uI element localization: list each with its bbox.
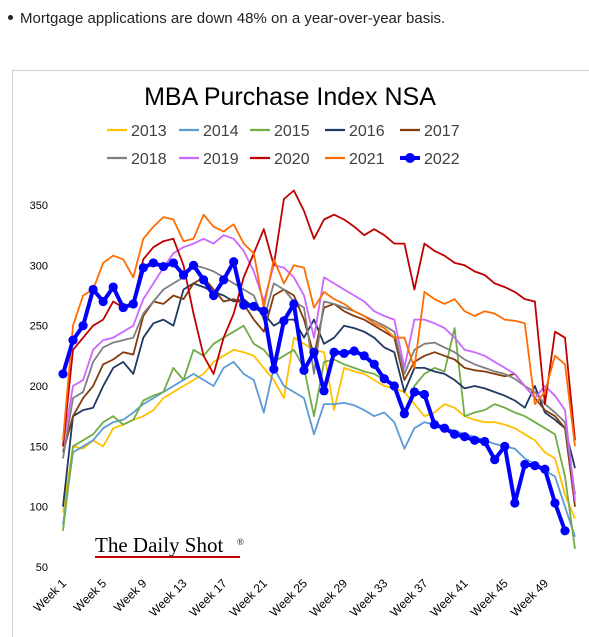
x-tick-label-week-33: Week 33 bbox=[347, 576, 390, 619]
summary-bullet: Mortgage applications are down 48% on a … bbox=[8, 10, 445, 27]
point-2022-week-12 bbox=[168, 258, 179, 268]
series-line-2020 bbox=[62, 189, 576, 447]
point-2022-week-21 bbox=[259, 306, 269, 316]
point-2022-week-40 bbox=[449, 429, 460, 439]
brand-registered-mark: ® bbox=[237, 537, 244, 547]
point-2022-week-34 bbox=[389, 381, 399, 391]
point-2022-week-42 bbox=[470, 435, 480, 445]
y-tick-label-300: 300 bbox=[30, 260, 48, 272]
chart-title: MBA Purchase Index NSA bbox=[144, 83, 436, 111]
point-2022-week-38 bbox=[429, 420, 440, 430]
point-2022-week-5 bbox=[98, 296, 108, 307]
point-2022-week-33 bbox=[379, 374, 389, 384]
point-2022-week-31 bbox=[359, 351, 369, 361]
legend-label-2022: 2022 bbox=[424, 151, 460, 168]
point-2022-week-45 bbox=[500, 441, 510, 451]
legend-label-2017: 2017 bbox=[424, 123, 460, 140]
x-tick-label-week-41: Week 41 bbox=[427, 576, 470, 619]
point-2022-week-3 bbox=[78, 321, 88, 331]
point-2022-week-18 bbox=[229, 257, 239, 267]
point-2022-week-51 bbox=[560, 526, 570, 536]
point-2022-week-6 bbox=[108, 282, 118, 292]
legend-label-2016: 2016 bbox=[349, 123, 385, 140]
point-2022-week-11 bbox=[158, 261, 168, 272]
series-line-2022 bbox=[61, 259, 567, 532]
point-2022-week-24 bbox=[289, 299, 299, 309]
series-line-2014 bbox=[62, 360, 576, 538]
point-2022-week-50 bbox=[550, 498, 560, 508]
point-2022-week-29 bbox=[339, 348, 349, 359]
point-2022-week-23 bbox=[279, 316, 289, 326]
point-2022-week-28 bbox=[329, 347, 339, 357]
point-2022-week-16 bbox=[209, 290, 219, 301]
series-line-2013 bbox=[62, 336, 576, 520]
point-2022-week-22 bbox=[269, 364, 279, 374]
legend-label-2019: 2019 bbox=[203, 151, 239, 168]
y-tick-label-250: 250 bbox=[30, 321, 48, 333]
x-tick-label-week-13: Week 13 bbox=[146, 576, 189, 619]
point-2022-week-26 bbox=[309, 347, 319, 357]
x-tick-label-week-21: Week 21 bbox=[227, 576, 270, 619]
series-line-2018 bbox=[62, 264, 576, 495]
point-2022-week-2 bbox=[68, 335, 78, 345]
point-2022-week-8 bbox=[128, 299, 138, 309]
y-tick-label-350: 350 bbox=[30, 200, 48, 212]
point-2022-week-10 bbox=[148, 258, 158, 268]
point-2022-week-15 bbox=[198, 275, 209, 285]
point-2022-week-48 bbox=[530, 461, 540, 471]
series-line-2019 bbox=[62, 234, 576, 501]
point-2022-week-13 bbox=[178, 270, 189, 280]
legend-label-2014: 2014 bbox=[203, 123, 239, 140]
point-2022-week-14 bbox=[188, 260, 199, 270]
point-2022-week-4 bbox=[88, 284, 98, 295]
series-line-2021 bbox=[62, 213, 576, 447]
point-2022-week-46 bbox=[510, 498, 520, 508]
series-line-2015 bbox=[62, 324, 576, 550]
point-2022-week-47 bbox=[520, 459, 530, 470]
x-tick-label-week-45: Week 45 bbox=[468, 576, 511, 619]
x-tick-label-week-49: Week 49 bbox=[508, 576, 551, 619]
x-tick-label-week-37: Week 37 bbox=[387, 576, 430, 619]
point-2022-week-7 bbox=[118, 302, 128, 313]
legend-label-2015: 2015 bbox=[274, 123, 310, 140]
brand-logo: The Daily Shot bbox=[95, 533, 223, 557]
point-2022-week-41 bbox=[460, 432, 470, 442]
legend-label-2020: 2020 bbox=[274, 151, 310, 168]
point-2022-week-35 bbox=[399, 409, 409, 419]
legend-label-2018: 2018 bbox=[131, 151, 167, 168]
point-2022-week-39 bbox=[439, 423, 450, 433]
point-2022-week-36 bbox=[409, 387, 419, 397]
point-2022-week-20 bbox=[249, 301, 259, 311]
point-2022-week-49 bbox=[540, 464, 550, 474]
point-2022-week-37 bbox=[419, 389, 430, 400]
bullet-icon bbox=[8, 15, 13, 21]
series-line-2016 bbox=[62, 282, 576, 507]
point-2022-week-17 bbox=[219, 275, 229, 285]
point-2022-week-32 bbox=[369, 359, 379, 369]
point-2022-week-25 bbox=[299, 365, 309, 375]
y-tick-label-200: 200 bbox=[30, 381, 48, 393]
legend-label-2013: 2013 bbox=[131, 123, 167, 140]
summary-text: Mortgage applications are down 48% on a … bbox=[20, 10, 446, 27]
x-tick-label-week-1: Week 1 bbox=[31, 576, 70, 615]
x-tick-label-week-25: Week 25 bbox=[267, 576, 310, 619]
point-2022-week-30 bbox=[349, 346, 359, 356]
point-2022-week-19 bbox=[239, 300, 249, 310]
point-2022-week-27 bbox=[319, 386, 329, 396]
legend-label-2021: 2021 bbox=[349, 151, 385, 168]
point-2022-week-1 bbox=[58, 369, 68, 379]
chart-frame bbox=[12, 70, 589, 637]
x-tick-label-week-17: Week 17 bbox=[187, 576, 230, 619]
legend-marker-2022 bbox=[405, 153, 415, 163]
point-2022-week-43 bbox=[480, 436, 490, 447]
x-tick-label-week-29: Week 29 bbox=[307, 576, 350, 619]
y-tick-label-150: 150 bbox=[30, 441, 48, 453]
point-2022-week-44 bbox=[490, 455, 500, 465]
x-tick-label-week-9: Week 9 bbox=[111, 576, 150, 615]
point-2022-week-9 bbox=[138, 263, 148, 273]
y-tick-label-100: 100 bbox=[30, 502, 48, 514]
x-tick-label-week-5: Week 5 bbox=[71, 576, 110, 615]
y-tick-label-50: 50 bbox=[36, 562, 48, 574]
